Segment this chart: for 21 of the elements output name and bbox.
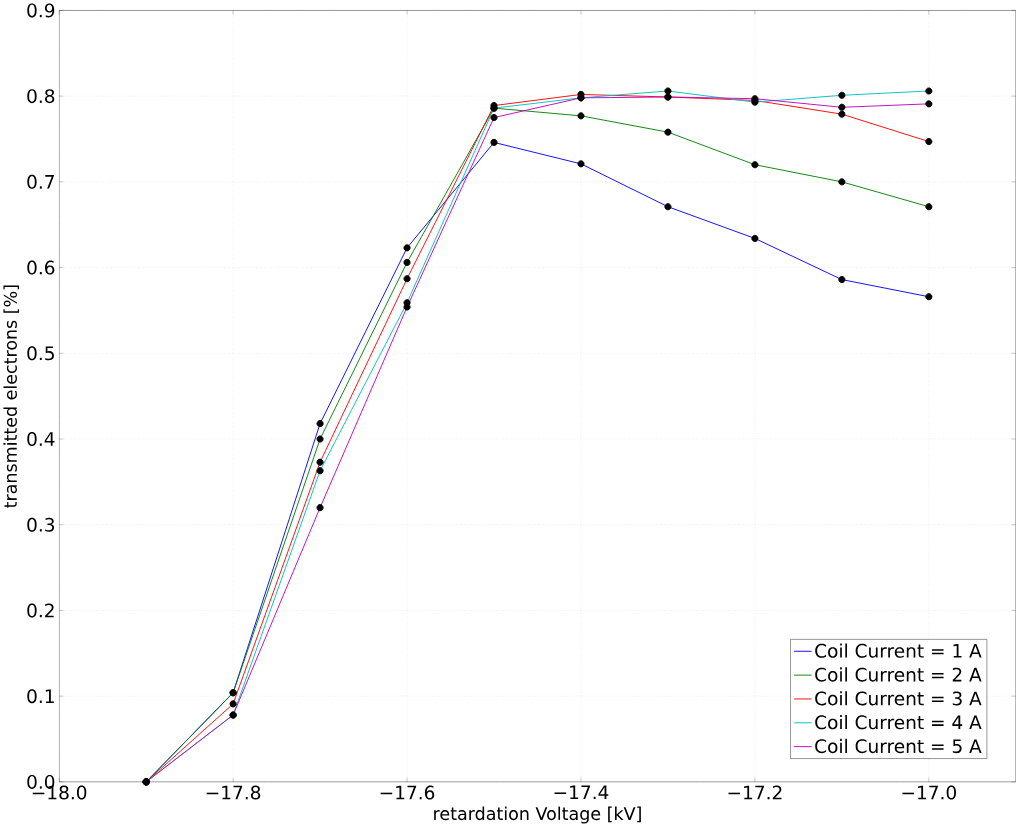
legend-label: Coil Current = 5 A [815,738,982,754]
x-tick-label: −17.0 [902,785,956,800]
x-tick-label: −17.2 [728,785,782,800]
y-tick-label: 0.7 [27,174,54,189]
legend-label: Coil Current = 2 A [815,667,982,682]
x-tick-label: −17.6 [380,785,435,800]
legend-label: Coil Current = 1 A [815,643,982,658]
y-tick-label: 0.8 [27,89,55,104]
y-tick-label: 0.2 [27,603,54,618]
y-tick-label: 0.4 [27,432,55,447]
x-tick-label: −17.4 [554,785,609,800]
x-axis-title: retardation Voltage [kV] [434,806,641,824]
y-tick-label: 0.6 [27,260,55,275]
legend-label: Coil Current = 3 A [815,691,982,706]
legend-label: Coil Current = 4 A [815,715,982,730]
y-axis-title: transmitted electrons [%] [3,285,20,508]
y-tick-label: 0.9 [27,3,55,18]
y-tick-label: 0.5 [27,346,54,361]
y-tick-label: 0.1 [27,689,54,704]
x-tick-label: −17.8 [206,785,261,800]
y-tick-label: 0.3 [27,517,55,532]
